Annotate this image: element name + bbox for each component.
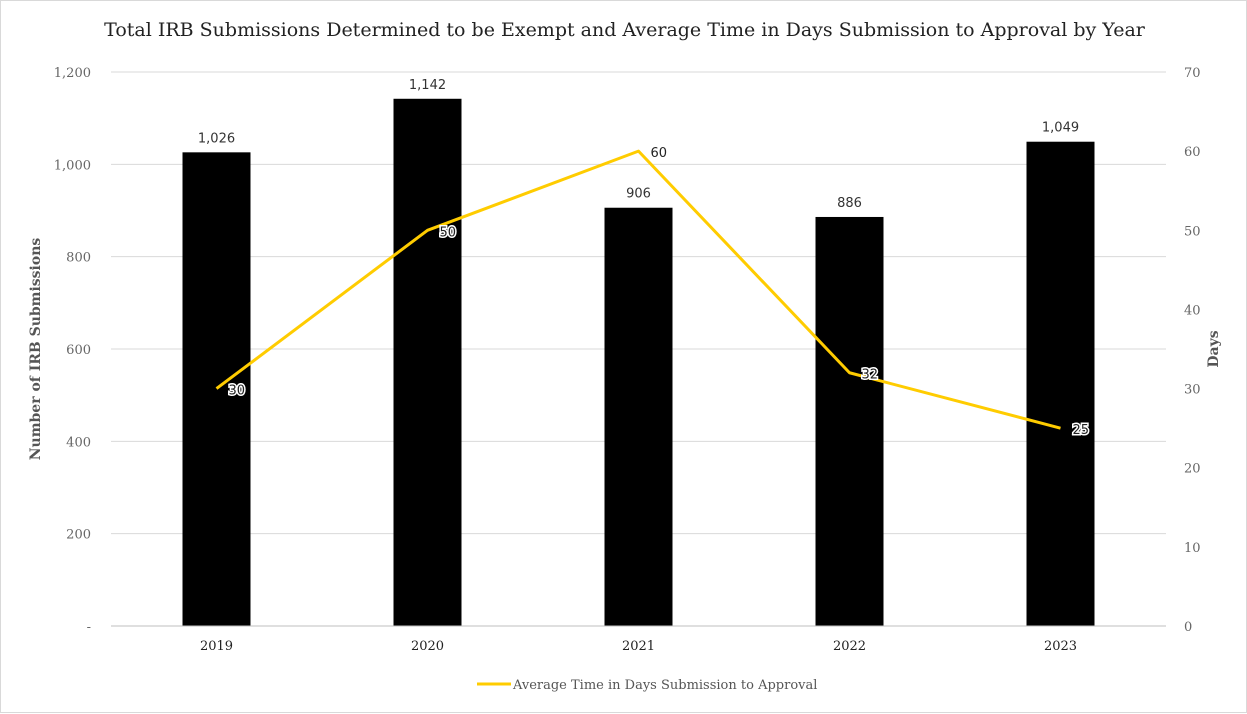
y-tick-label: - <box>87 620 91 635</box>
bar-value-label: 906 <box>626 187 651 202</box>
bar <box>1026 141 1095 626</box>
y2-tick-label: 50 <box>1184 224 1201 239</box>
bar <box>182 152 251 626</box>
x-tick-label: 2021 <box>622 639 655 654</box>
bar <box>604 207 673 627</box>
y-tick-label: 200 <box>66 528 91 543</box>
y-axis-title: Number of IRB Submissions <box>28 238 44 461</box>
x-tick-label: 2019 <box>200 639 233 654</box>
y2-tick-label: 0 <box>1184 620 1192 635</box>
y2-tick-label: 20 <box>1184 462 1201 477</box>
y-tick-label: 1,200 <box>54 66 91 81</box>
chart-title: Total IRB Submissions Determined to be E… <box>104 19 1145 41</box>
line-value-label: 30 <box>229 384 246 399</box>
y2-tick-label: 30 <box>1184 383 1201 398</box>
legend-label: Average Time in Days Submission to Appro… <box>512 678 817 693</box>
y-tick-label: 1,000 <box>54 158 91 173</box>
y2-tick-label: 40 <box>1184 303 1201 318</box>
bar-value-label: 1,142 <box>409 78 446 93</box>
bar-value-label: 1,026 <box>198 131 235 146</box>
y2-tick-label: 70 <box>1184 66 1201 81</box>
y2-tick-label: 10 <box>1184 541 1201 556</box>
y2-tick-label: 60 <box>1184 145 1201 160</box>
line-value-label: 50 <box>440 225 457 240</box>
bar <box>393 98 462 626</box>
line-value-label: 60 <box>651 146 668 161</box>
x-tick-label: 2022 <box>833 639 866 654</box>
line-value-label: 25 <box>1073 423 1090 438</box>
bar <box>815 216 884 627</box>
x-tick-label: 2023 <box>1044 639 1077 654</box>
bar-value-label: 1,049 <box>1042 121 1079 136</box>
line-value-label: 32 <box>862 368 879 383</box>
y2-axis-title: Days <box>1206 330 1222 367</box>
bar-value-label: 886 <box>837 196 862 211</box>
y-tick-label: 600 <box>66 343 91 358</box>
y-tick-label: 800 <box>66 251 91 266</box>
y-tick-label: 400 <box>66 435 91 450</box>
line-series-days <box>215 149 1061 430</box>
x-tick-label: 2020 <box>411 639 444 654</box>
